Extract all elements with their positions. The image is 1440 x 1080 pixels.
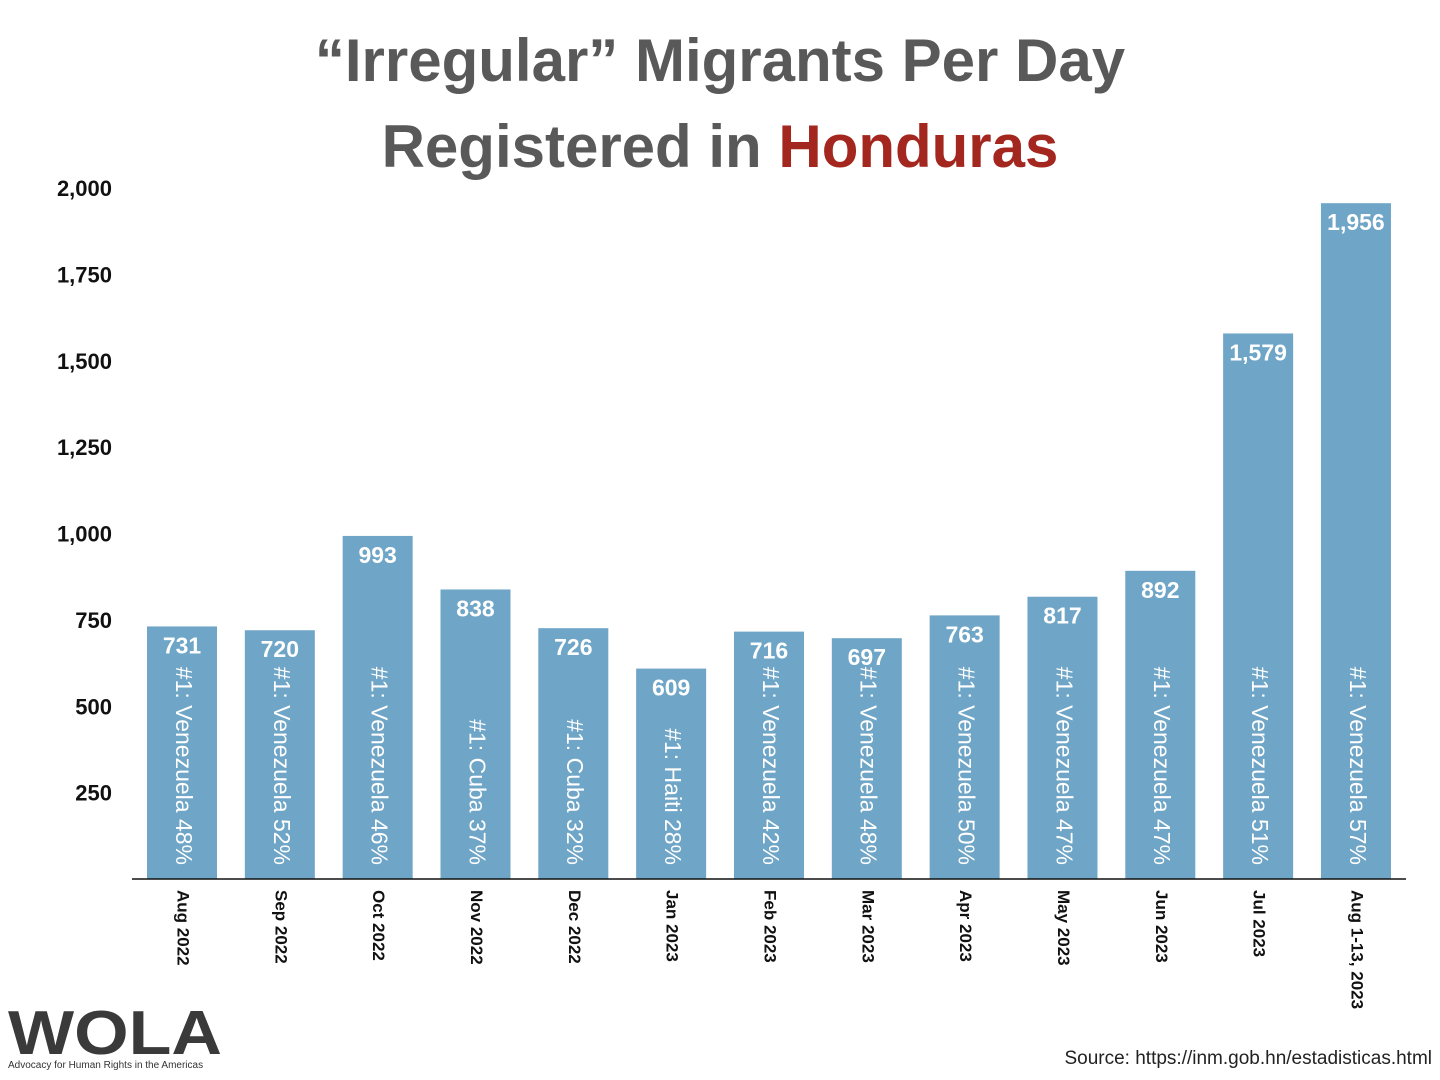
source-note: Source: https://inm.gob.hn/estadisticas.… — [1064, 1048, 1432, 1069]
bar-annotation: #1: Cuba 37% — [464, 719, 490, 865]
y-tick-label: 1,750 — [57, 262, 112, 287]
chart-title-highlight: Honduras — [778, 113, 1059, 180]
bar — [831, 638, 902, 879]
y-tick-label: 500 — [75, 694, 112, 719]
y-tick-label: 1,500 — [57, 349, 112, 374]
bar-annotation: #1: Cuba 32% — [562, 719, 588, 865]
bar-value-label: 993 — [358, 542, 396, 568]
logo-text: WOLA — [8, 1000, 222, 1068]
bar-value-label: 697 — [848, 644, 886, 670]
y-tick-label: 1,000 — [57, 522, 112, 547]
y-tick-label: 2,000 — [57, 176, 112, 201]
bar-value-label: 716 — [750, 638, 788, 664]
x-tick-label: May 2023 — [1054, 890, 1073, 966]
bar — [342, 535, 413, 879]
bar-value-label: 720 — [261, 636, 299, 662]
y-tick-label: 1,250 — [57, 435, 112, 460]
bar-value-label: 609 — [652, 675, 690, 701]
bar-value-label: 726 — [554, 634, 592, 660]
x-tick-label: Oct 2022 — [369, 890, 388, 961]
x-axis-ticks: Aug 2022 Sep 2022 Oct 2022 Nov 2022 Dec 2022… — [174, 890, 1367, 1009]
bar-annotation: #1: Venezuela 48% — [856, 667, 882, 865]
bar-value-label: 892 — [1141, 577, 1179, 603]
x-tick-label: Apr 2023 — [956, 890, 975, 962]
chart-title-line2: Registered in Honduras — [0, 104, 1440, 190]
y-tick-label: 250 — [75, 781, 112, 806]
bar-annotation: #1: Venezuela 50% — [954, 667, 980, 865]
bar-value-label: 1,579 — [1229, 339, 1287, 365]
bar — [636, 668, 707, 879]
bar-annotation: #1: Venezuela 57% — [1345, 667, 1371, 865]
bar-value-label: 763 — [945, 621, 983, 647]
y-tick-label: 750 — [75, 608, 112, 633]
bar-annotation: #1: Venezuela 47% — [1149, 667, 1175, 865]
x-tick-label: Aug 2022 — [174, 890, 193, 966]
bar — [929, 615, 1000, 879]
chart-title: “Irregular” Migrants Per Day Registered … — [0, 18, 1440, 190]
x-tick-label: Aug 1-13, 2023 — [1347, 890, 1366, 1009]
bar-annotation: #1: Venezuela 48% — [171, 667, 197, 865]
bar-annotation: #1: Venezuela 51% — [1247, 667, 1273, 865]
bar-value-label: 1,956 — [1327, 209, 1385, 235]
chart-title-line1: “Irregular” Migrants Per Day — [314, 27, 1126, 94]
x-tick-label: Dec 2022 — [565, 890, 584, 964]
bar-annotation: #1: Haiti 28% — [660, 728, 686, 865]
bar — [1223, 333, 1294, 879]
bars: 731 #1: Venezuela 48% 720 #1: Venezuela 52%… — [147, 203, 1391, 879]
bar — [538, 628, 609, 879]
chart-title-prefix: Registered in — [381, 113, 779, 180]
bar-annotation: #1: Venezuela 42% — [758, 667, 784, 865]
x-tick-label: Mar 2023 — [858, 890, 877, 963]
bar-value-label: 731 — [163, 632, 202, 658]
bar — [1027, 596, 1098, 879]
y-axis-ticks: 250 500 750 1,000 1,250 1,500 1,750 2,000 — [57, 176, 112, 806]
wola-logo: WOLA — [8, 1000, 222, 1068]
bar — [1320, 203, 1391, 879]
bar-value-label: 838 — [456, 595, 495, 621]
x-tick-label: Jul 2023 — [1250, 890, 1269, 957]
logo-tagline: Advocacy for Human Rights in the America… — [8, 1060, 204, 1071]
bar-chart: 250 500 750 1,000 1,250 1,500 1,750 2,000 731 #1… — [57, 176, 1406, 1009]
x-tick-label: Jan 2023 — [663, 890, 682, 962]
bar-value-label: 817 — [1043, 603, 1081, 629]
bar — [440, 589, 511, 879]
bar — [733, 631, 804, 879]
bar — [1125, 570, 1196, 879]
x-tick-label: Sep 2022 — [271, 890, 290, 964]
bar-annotation: #1: Venezuela 47% — [1051, 667, 1077, 865]
x-tick-label: Jun 2023 — [1152, 890, 1171, 963]
bar — [147, 626, 217, 879]
x-tick-label: Feb 2023 — [760, 890, 779, 963]
bar-annotation: #1: Venezuela 46% — [367, 667, 393, 865]
bar-annotation: #1: Venezuela 52% — [269, 667, 295, 865]
x-tick-label: Nov 2022 — [467, 890, 486, 965]
bar — [244, 630, 315, 879]
